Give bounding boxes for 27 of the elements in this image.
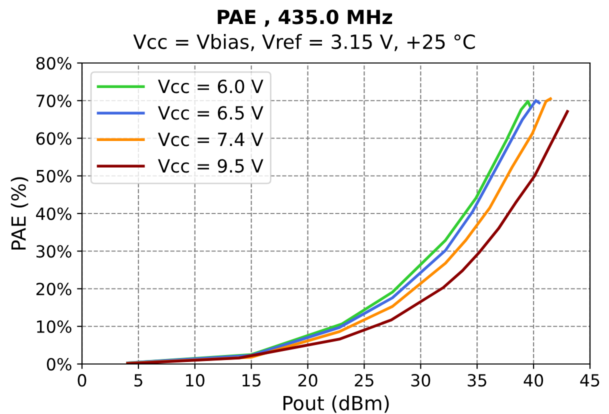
- x-tick-label: 40: [524, 374, 544, 387]
- legend-label: Vcc = 7.4 V: [158, 132, 264, 146]
- y-tick-label: 20%: [36, 282, 72, 296]
- y-tick-label: 70%: [36, 94, 72, 108]
- x-tick-label: 20: [298, 374, 318, 387]
- y-tick-label: 50%: [36, 170, 72, 182]
- y-tick-label: 60%: [36, 132, 72, 145]
- x-tick-label: 0: [78, 374, 86, 387]
- chart-title: PAE , 435.0 MHz: [218, 10, 392, 27]
- x-tick-label: 15: [242, 374, 260, 387]
- x-tick-label: 5: [134, 374, 142, 387]
- x-tick-label: 25: [354, 374, 374, 387]
- x-tick-label: 45: [580, 374, 600, 387]
- x-tick-label: 10: [186, 374, 204, 387]
- legend-label: Vcc = 9.5 V: [158, 159, 264, 173]
- y-tick-label: 10%: [37, 320, 72, 333]
- x-tick-label: 30: [411, 374, 430, 387]
- y-tick-label: 30%: [36, 245, 72, 258]
- y-tick-label: 40%: [36, 207, 72, 220]
- y-tick-label: 0%: [46, 358, 72, 371]
- y-axis-title: PAE (%): [10, 177, 28, 250]
- legend-label: Vcc = 6.0 V: [158, 80, 264, 94]
- y-tick-label: 80%: [36, 56, 72, 70]
- chart-subtitle: Vcc = Vbias, Vref = 3.15 V, +25 °C: [133, 34, 475, 52]
- x-tick-label: 35: [468, 374, 486, 387]
- x-axis-title: Pout (dBm): [283, 395, 389, 413]
- legend-label: Vcc = 6.5 V: [158, 106, 264, 120]
